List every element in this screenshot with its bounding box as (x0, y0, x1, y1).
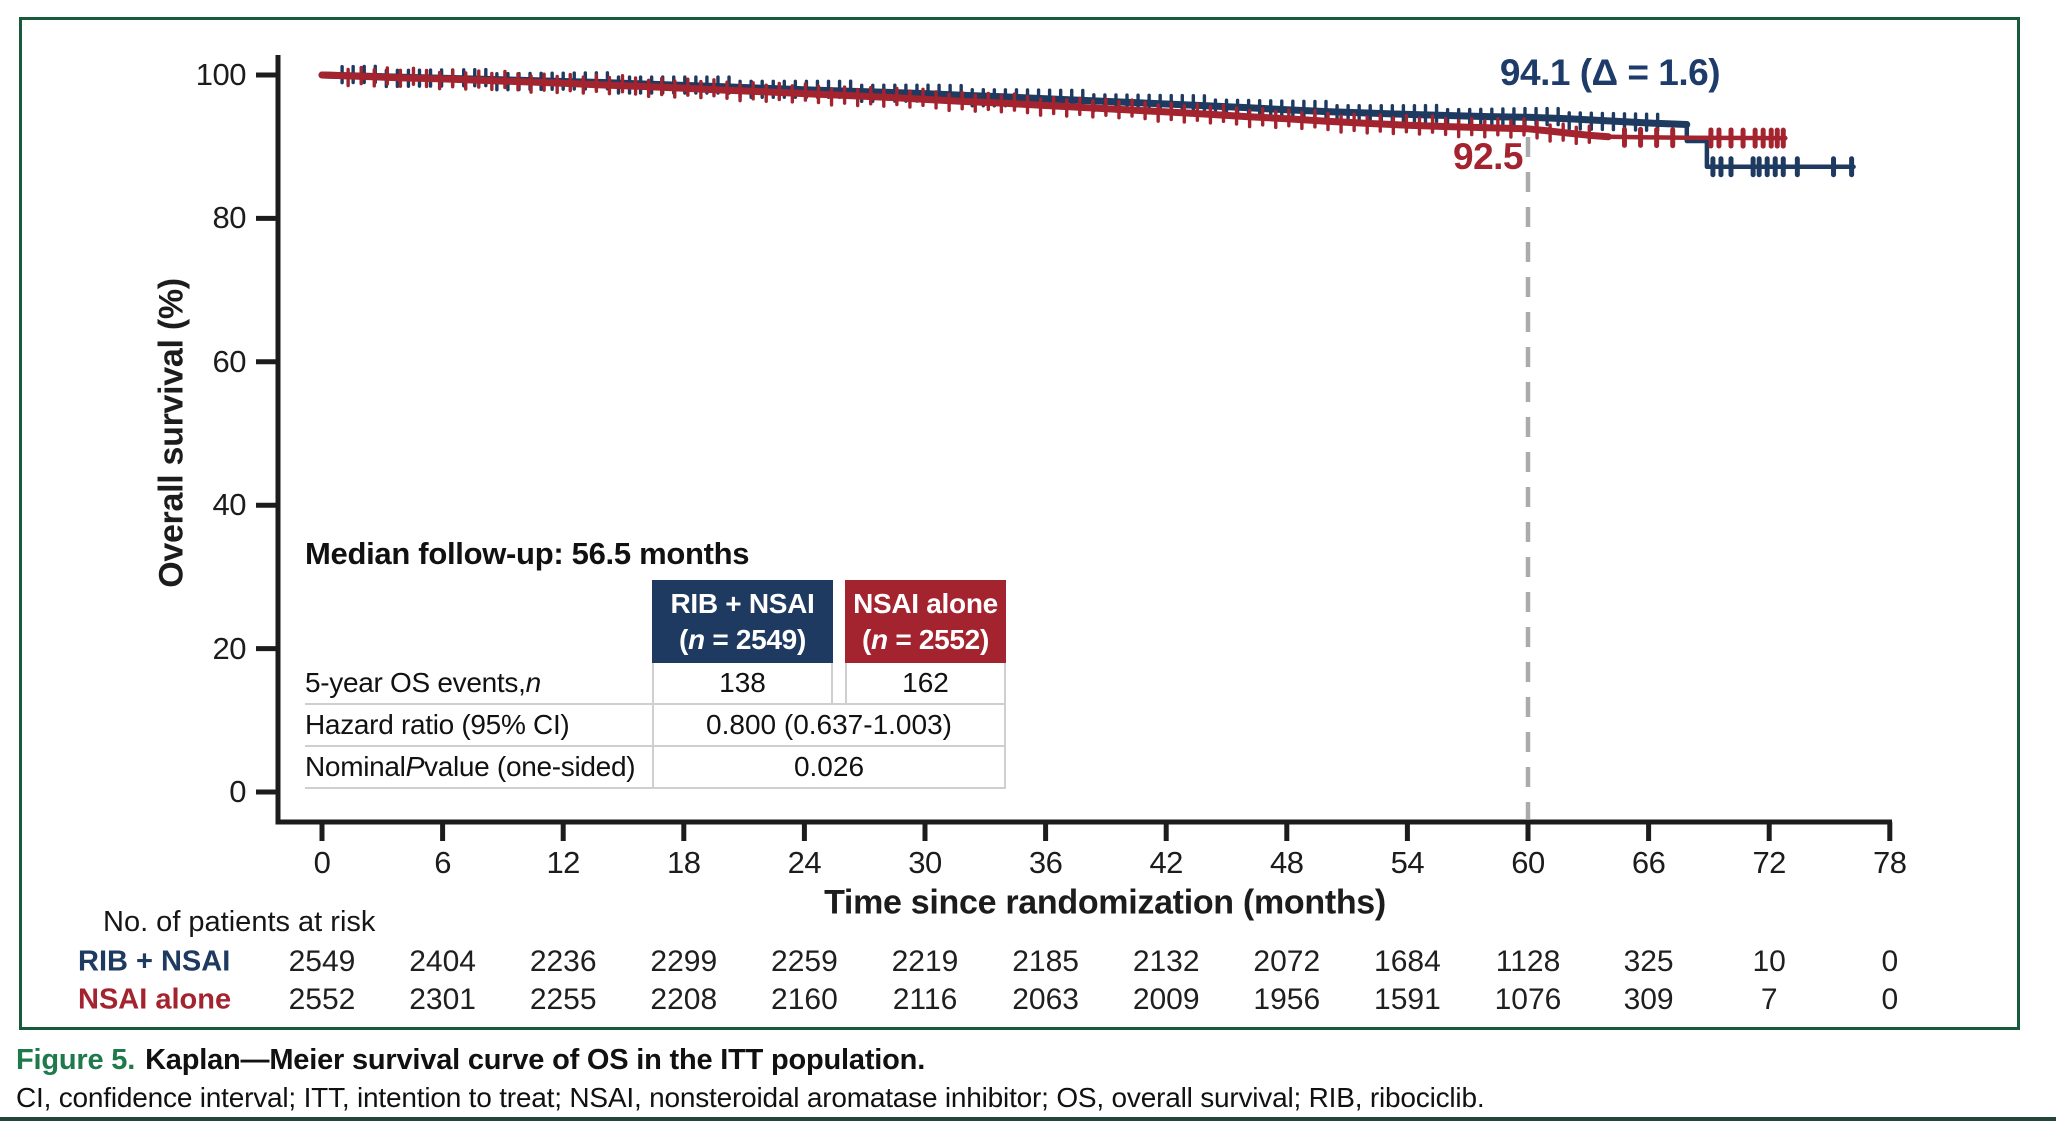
table-row-label-os-events: 5-year OS events, n (305, 667, 541, 698)
at-risk-count: 2116 (892, 983, 958, 1016)
table-rule (305, 745, 1006, 747)
x-tick-label-24: 24 (787, 845, 822, 880)
at-risk-count: 0 (1881, 983, 1899, 1016)
table-header-nsai-alone: NSAI alone (n = 2552) (845, 580, 1006, 663)
at-risk-count: 2255 (529, 983, 597, 1016)
at-risk-count: 2259 (771, 945, 838, 978)
at-risk-count: 2549 (288, 945, 356, 978)
table-header-nsai-alone-name: NSAI alone (853, 587, 998, 619)
x-tick-label-66: 66 (1631, 845, 1666, 880)
table-rule (305, 787, 1006, 789)
at-risk-count: 2208 (650, 983, 718, 1016)
table-rule (305, 703, 1006, 705)
at-risk-count: 1956 (1253, 983, 1321, 1016)
y-tick-label-80: 80 (212, 200, 247, 236)
figure-caption: Figure 5. Kaplan—Meier survival curve of … (16, 1044, 925, 1077)
at-risk-count: 2552 (288, 983, 356, 1016)
x-tick-label-54: 54 (1390, 845, 1425, 880)
table-cell-os-events-rib: 138 (652, 663, 833, 703)
figure-caption-title: Kaplan—Meier survival curve of OS in the… (145, 1044, 926, 1076)
at-risk-count: 2063 (1012, 983, 1079, 1016)
table-cell-hazard-ratio: 0.800 (0.637-1.003) (652, 705, 1006, 745)
median-follow-up-label: Median follow-up: 56.5 months (305, 536, 750, 571)
at-risk-count: 2009 (1132, 983, 1200, 1016)
at-risk-count: 2185 (1012, 945, 1079, 978)
at-risk-count: 2404 (409, 945, 476, 978)
x-tick-label-12: 12 (546, 845, 580, 880)
table-header-nsai-alone-n: (n = 2552) (862, 623, 989, 655)
y-axis-title: Overall survival (%) (152, 278, 191, 588)
figure-caption-number: Figure 5. (16, 1044, 136, 1076)
at-risk-heading: No. of patients at risk (103, 906, 376, 938)
at-risk-count: 0 (1881, 945, 1899, 978)
x-axis-title: Time since randomization (months) (824, 883, 1386, 922)
x-tick-label-6: 6 (434, 845, 451, 880)
at-risk-row-label-nsai-alone: NSAI alone (78, 983, 232, 1016)
curve-nsai-alone (318, 71, 1612, 141)
x-tick-label-42: 42 (1149, 845, 1183, 880)
at-risk-count: 7 (1760, 983, 1778, 1016)
at-risk-count: 1684 (1374, 945, 1441, 978)
y-tick-label-20: 20 (212, 630, 247, 666)
bottom-divider-rule (0, 1117, 2056, 1121)
y-tick-label-60: 60 (212, 343, 247, 379)
at-risk-count: 325 (1623, 945, 1674, 978)
at-risk-count: 2132 (1132, 945, 1200, 978)
y-tick-label-40: 40 (212, 487, 247, 523)
at-risk-count: 10 (1752, 945, 1786, 978)
annotation-rib-nsai-value: 94.1 (Δ = 1.6) (1499, 52, 1721, 93)
curve-nsai-alone-tail (1606, 134, 1788, 141)
at-risk-count: 2236 (529, 945, 597, 978)
x-tick-label-60: 60 (1511, 845, 1545, 880)
figure-caption-abbreviations: CI, confidence interval; ITT, intention … (16, 1082, 1485, 1113)
x-tick-label-30: 30 (908, 845, 942, 880)
at-risk-count: 2160 (771, 983, 838, 1016)
x-tick-label-36: 36 (1028, 845, 1063, 880)
table-row-label-hazard-ratio: Hazard ratio (95% CI) (305, 709, 570, 740)
at-risk-count: 1128 (1495, 945, 1561, 978)
at-risk-row-label-rib-nsai: RIB + NSAI (78, 945, 231, 978)
figure-panel (19, 17, 2020, 1030)
y-tick-label-0: 0 (229, 774, 246, 809)
x-tick-label-0: 0 (313, 845, 331, 880)
at-risk-count: 2301 (409, 983, 476, 1016)
inset-statistics-table: RIB + NSAI (n = 2549) NSAI alone (n = 25… (305, 580, 1006, 789)
table-header-rib-nsai-name: RIB + NSAI (670, 587, 815, 619)
at-risk-count: 309 (1623, 983, 1674, 1016)
x-tick-label-18: 18 (667, 845, 701, 880)
x-tick-label-48: 48 (1270, 845, 1304, 880)
table-header-rib-nsai-n: (n = 2549) (679, 623, 806, 655)
at-risk-count: 2219 (891, 945, 959, 978)
table-cell-os-events-nsai: 162 (845, 663, 1006, 703)
x-tick-label-72: 72 (1752, 845, 1786, 880)
at-risk-count: 2072 (1253, 945, 1321, 978)
y-tick-label-100: 100 (195, 57, 247, 92)
table-header-rib-nsai: RIB + NSAI (n = 2549) (652, 580, 833, 663)
at-risk-count: 1591 (1374, 983, 1441, 1016)
at-risk-count: 2299 (650, 945, 718, 978)
at-risk-count: 1076 (1494, 983, 1562, 1016)
x-tick-label-78: 78 (1873, 845, 1907, 880)
annotation-nsai-alone-value: 92.5 (1452, 136, 1524, 177)
table-cell-p-value: 0.026 (652, 747, 1006, 787)
table-row-label-p-value: Nominal P value (one-sided) (305, 751, 636, 782)
